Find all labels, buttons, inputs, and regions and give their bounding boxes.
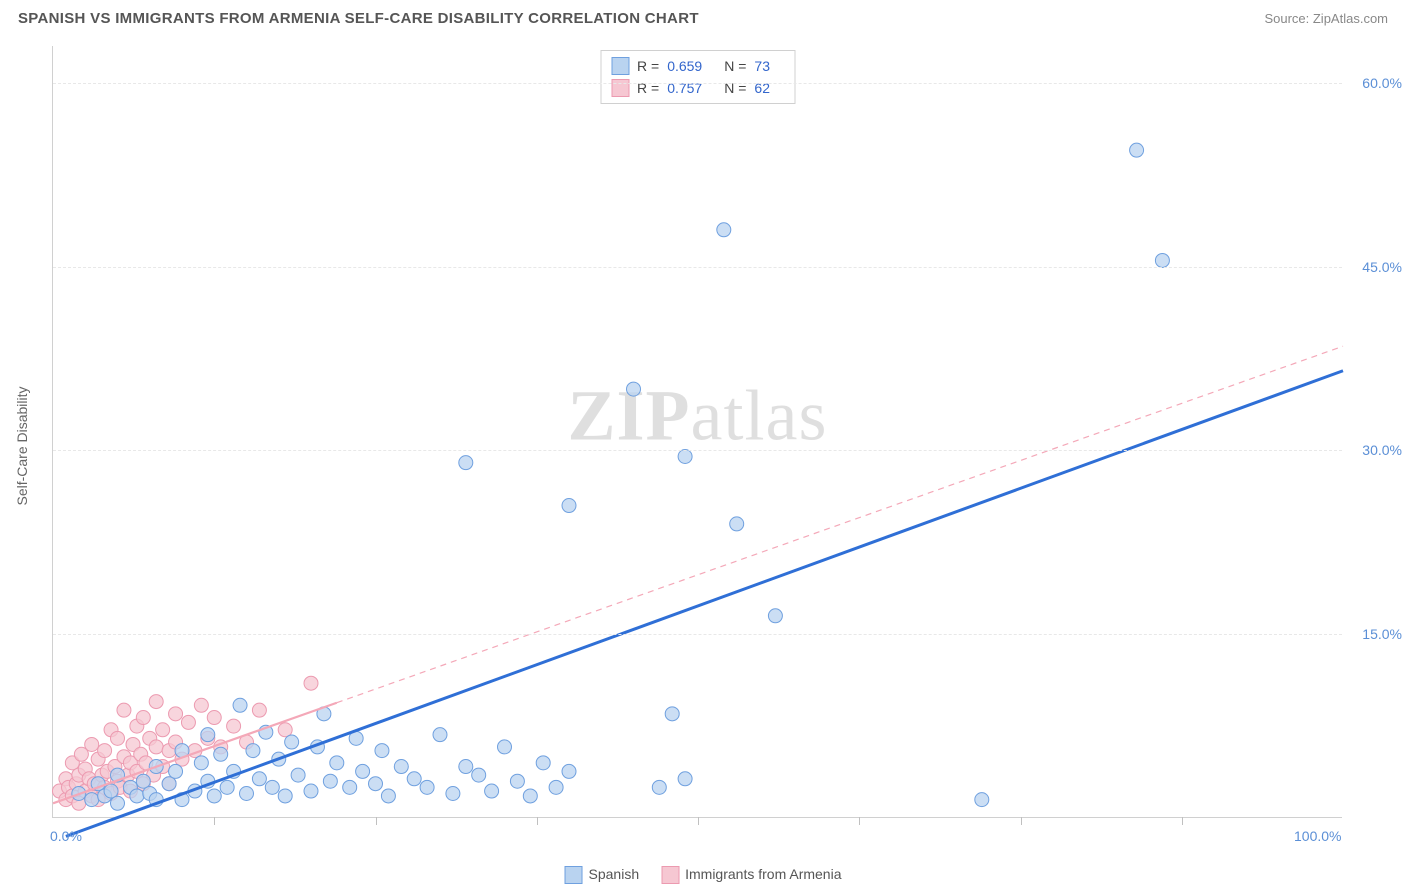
legend-stats: R = 0.659 N = 73 R = 0.757 N = 62: [600, 50, 795, 104]
x-tick: [859, 817, 860, 825]
x-tick: [1021, 817, 1022, 825]
y-tick-label: 60.0%: [1347, 75, 1402, 91]
x-tick: [1182, 817, 1183, 825]
gridline: [53, 634, 1342, 635]
scatter-plot: [53, 46, 1342, 817]
y-axis-title: Self-Care Disability: [14, 386, 30, 505]
y-tick-label: 45.0%: [1347, 259, 1402, 275]
legend-row-2: R = 0.757 N = 62: [611, 77, 784, 99]
x-axis-label-max: 100.0%: [1294, 828, 1341, 844]
legend-swatch-blue: [611, 57, 629, 75]
legend-swatch-armenia: [661, 866, 679, 884]
y-tick-label: 15.0%: [1347, 626, 1402, 642]
x-tick: [537, 817, 538, 825]
x-axis-label-min: 0.0%: [50, 828, 82, 844]
y-tick-label: 30.0%: [1347, 442, 1402, 458]
legend-row-1: R = 0.659 N = 73: [611, 55, 784, 77]
x-tick: [214, 817, 215, 825]
chart-title: SPANISH VS IMMIGRANTS FROM ARMENIA SELF-…: [18, 10, 699, 27]
gridline: [53, 267, 1342, 268]
source-label: Source: ZipAtlas.com: [1264, 11, 1388, 26]
gridline: [53, 83, 1342, 84]
legend-swatch-spanish: [565, 866, 583, 884]
x-tick: [698, 817, 699, 825]
header: SPANISH VS IMMIGRANTS FROM ARMENIA SELF-…: [0, 0, 1406, 33]
legend-swatch-pink: [611, 79, 629, 97]
legend-item-spanish: Spanish: [565, 866, 640, 884]
legend-series: Spanish Immigrants from Armenia: [565, 866, 842, 884]
legend-item-armenia: Immigrants from Armenia: [661, 866, 841, 884]
x-tick: [376, 817, 377, 825]
chart-area: ZIPatlas R = 0.659 N = 73 R = 0.757 N = …: [52, 46, 1342, 818]
gridline: [53, 450, 1342, 451]
